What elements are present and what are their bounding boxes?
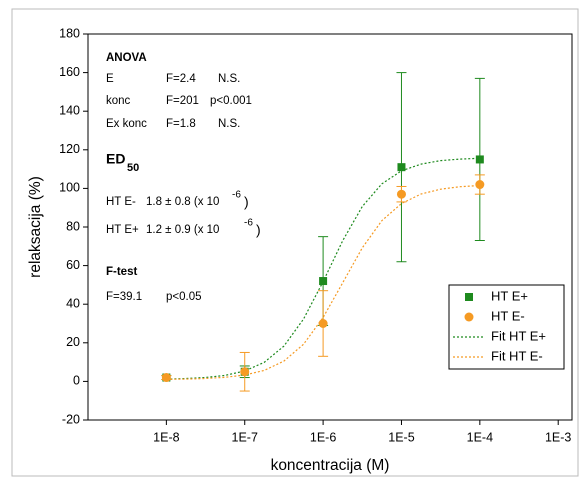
fit-line	[166, 184, 480, 380]
legend-label: Fit HT E-	[491, 348, 543, 363]
data-point	[318, 319, 328, 328]
y-tick-label: 100	[59, 181, 80, 195]
anova-cell: E	[106, 73, 114, 85]
anova-cell: N.S.	[218, 73, 240, 85]
data-point	[161, 373, 171, 383]
legend-label: HT E-	[491, 308, 525, 323]
ed-close: )	[244, 194, 249, 210]
anova-cell: F=1.8	[166, 118, 196, 130]
data-point	[475, 180, 485, 190]
data-point	[396, 189, 406, 199]
legend-label: HT E+	[491, 288, 528, 303]
anova-title: ANOVA	[106, 52, 147, 64]
ed-value: 1.2 ± 0.9 (x 10	[146, 224, 219, 236]
legend-label: Fit HT E+	[491, 328, 546, 343]
ftest-cell: p<0.05	[166, 291, 202, 303]
anova-cell: F=2.4	[166, 73, 196, 85]
x-tick-label: 1E-3	[545, 430, 571, 444]
y-axis-label: relaksacija (%)	[27, 176, 44, 278]
y-tick-label: 0	[73, 374, 80, 388]
ftest-title: F-test	[106, 266, 137, 278]
x-tick-label: 1E-8	[153, 430, 179, 444]
data-point	[319, 277, 328, 286]
x-tick-label: 1E-4	[467, 430, 493, 444]
figure-frame	[11, 8, 579, 477]
y-tick-label: -20	[62, 412, 80, 426]
anova-cell: Ex konc	[106, 118, 147, 130]
y-tick-label: 60	[66, 258, 80, 272]
ftest-cell: F=39.1	[106, 291, 142, 303]
legend-swatch	[465, 293, 473, 301]
annotations: ANOVA E F=2.4 N.S. konc F=201 p<0.001 Ex…	[106, 52, 261, 303]
anova-cell: p<0.001	[210, 95, 252, 107]
ed-title: ED	[106, 151, 125, 167]
y-tick-label: 180	[59, 26, 80, 40]
ed-label: HT E+	[106, 224, 139, 236]
ed-close: )	[256, 222, 261, 238]
x-tick-label: 1E-5	[388, 430, 414, 444]
y-tick-label: 20	[66, 335, 80, 349]
data-point	[240, 367, 250, 377]
data-point	[397, 163, 406, 172]
ed-exponent: -6	[244, 218, 253, 229]
y-tick-label: 160	[59, 65, 80, 79]
y-tick-label: 40	[66, 296, 80, 310]
ed-label: HT E-	[106, 196, 136, 208]
legend-swatch	[464, 312, 474, 322]
y-tick-label: 120	[59, 142, 80, 156]
y-tick-label: 140	[59, 103, 80, 117]
anova-cell: N.S.	[218, 118, 240, 130]
ed-exponent: -6	[232, 190, 241, 201]
x-axis-label: koncentracija (M)	[271, 457, 390, 474]
x-tick-label: 1E-6	[310, 430, 336, 444]
ed-subscript: 50	[127, 162, 139, 174]
y-tick-label: 80	[66, 219, 80, 233]
anova-cell: F=201	[166, 95, 199, 107]
anova-cell: konc	[106, 95, 131, 107]
ed-value: 1.8 ± 0.8 (x 10	[146, 196, 219, 208]
data-point	[475, 155, 484, 164]
x-tick-label: 1E-7	[232, 430, 258, 444]
